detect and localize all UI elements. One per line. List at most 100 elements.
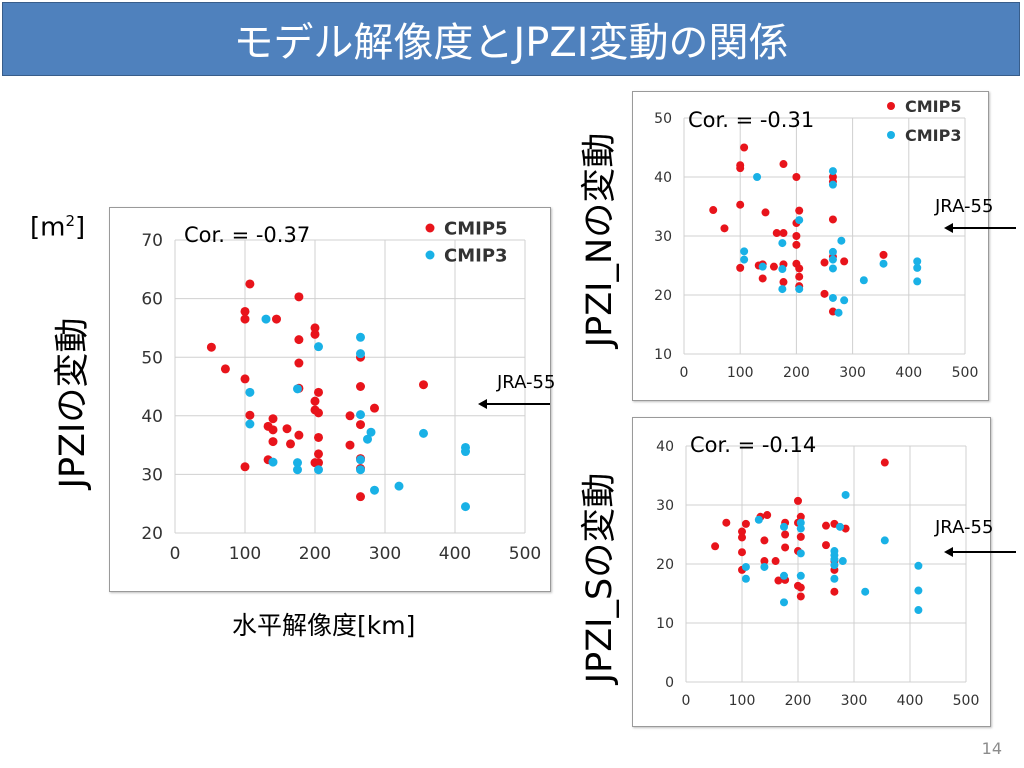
jpzi-point-cmip5 [310, 323, 320, 333]
jpzi_n-point-cmip5 [792, 232, 801, 240]
jpzi-point-cmip5 [272, 314, 281, 324]
jpzi_s-point-cmip5 [711, 542, 720, 551]
jpzi_n-point-cmip5 [879, 250, 888, 259]
jpzi_n-point-cmip3 [913, 277, 922, 286]
jpzi_s-x-tick-label: 100 [729, 693, 756, 709]
jpzi_n-y-tick-label: 10 [654, 347, 672, 363]
jpzi_s-x-tick-label: 400 [897, 693, 924, 709]
jpzi-legend-label-cmip3: CMIP3 [444, 245, 508, 266]
jpzi-point-cmip5 [419, 380, 428, 390]
jpzi_n-point-cmip5 [779, 160, 788, 169]
jpzi-x-tick-label: 0 [170, 544, 181, 564]
jpzi_s-point-cmip5 [774, 576, 783, 585]
jpzi_n-x-tick-label: 0 [680, 365, 689, 381]
jpzi-point-cmip5 [220, 364, 230, 374]
jpzi-point-cmip3 [293, 384, 302, 394]
jpzi_s-point-cmip3 [841, 490, 850, 499]
jpzi_s-point-cmip3 [830, 555, 839, 564]
jpzi_n-point-cmip5 [769, 262, 778, 271]
jpzi-point-cmip3 [370, 485, 379, 495]
jpzi_s-x-tick-label: 500 [953, 693, 980, 709]
page-number: 14 [981, 739, 1002, 758]
jpzi-point-cmip3 [314, 342, 323, 352]
jpzi_s-point-cmip3 [796, 524, 805, 533]
jpzi_s-correlation-label: Cor. = -0.14 [690, 433, 816, 457]
jpzi_n-point-cmip3 [913, 263, 922, 272]
x-axis-title: 水平解像度[km] [232, 611, 416, 640]
jpzi-point-cmip3 [366, 427, 376, 437]
jpzi_n-point-cmip5 [840, 257, 849, 266]
jpzi_n-point-cmip5 [779, 229, 788, 238]
jpzi-point-cmip3 [461, 447, 470, 457]
jpzi-n-chart: 0 100 200 300 400 500 10 20 30 40 50 Cor. = -0.31 CM… [632, 91, 989, 401]
jpzi_n-point-cmip3 [913, 257, 922, 266]
jpzi_n-legend-marker-cmip5 [887, 102, 895, 110]
jpzi-point-cmip5 [314, 432, 323, 442]
jpzi_n-point-cmip3 [795, 285, 804, 294]
jpzi-s-jra55-arrow [944, 547, 1016, 557]
jpzi_s-y-tick-label: 30 [656, 498, 674, 514]
jpzi_s-point-cmip5 [796, 583, 805, 592]
jpzi-n-jra55-arrow [944, 223, 1016, 233]
jpzi-chart: 0 100 200 300 400 500 20 30 40 50 60 70 Cor. = -0.37… [109, 207, 551, 592]
jpzi-x-tick-label: 100 [229, 544, 261, 564]
jpzi-x-tick-label: 200 [299, 544, 331, 564]
jpzi_n-point-cmip5 [761, 208, 770, 217]
jpzi_n-point-cmip3 [840, 296, 849, 305]
jpzi-point-cmip5 [282, 424, 292, 434]
jpzi_n-x-tick-label: 500 [952, 365, 979, 381]
jpzi_n-point-cmip5 [709, 206, 718, 215]
jpzi-point-cmip3 [245, 419, 255, 429]
jpzi-point-cmip5 [294, 292, 304, 302]
jpzi-correlation-label: Cor. = -0.37 [184, 223, 310, 247]
jpzi_n-y-tick-label: 50 [654, 111, 672, 127]
jpzi_s-point-cmip5 [781, 543, 790, 552]
jpzi-s-chart-svg: 0 100 200 300 400 500 0 10 20 30 40 Cor. = -0.14 [656, 433, 980, 709]
jpzi_n-point-cmip5 [795, 264, 804, 273]
jpzi_n-point-cmip3 [879, 259, 888, 268]
jpzi_s-point-cmip3 [880, 536, 889, 545]
jpzi_n-legend-label-cmip3: CMIP3 [905, 126, 961, 145]
jpzi_n-y-tick-label: 30 [654, 229, 672, 245]
jpzi-point-cmip5 [370, 403, 379, 413]
jpzi-point-cmip5 [268, 414, 278, 424]
jpzi_s-point-cmip3 [754, 515, 763, 524]
jpzi-s-jra55-label: JRA-55 [935, 517, 994, 538]
slide-title-bar: モデル解像度とJPZI変動の関係 [2, 2, 1020, 76]
jpzi-y-tick-label: 60 [141, 290, 163, 310]
jpzi_s-point-cmip5 [796, 532, 805, 541]
jpzi_s-point-cmip3 [780, 598, 788, 607]
jpzi-point-cmip5 [294, 335, 304, 345]
jpzi_n-y-tick-label: 20 [654, 288, 672, 304]
jpzi-y-tick-label: 50 [141, 348, 163, 368]
jpzi-point-cmip3 [356, 332, 365, 342]
jpzi_s-point-cmip5 [722, 518, 731, 527]
jpzi_n-point-cmip3 [828, 264, 837, 273]
jpzi_n-point-cmip3 [758, 262, 767, 271]
jpzi_n-point-cmip5 [792, 173, 801, 181]
jpzi_n-point-cmip3 [795, 216, 804, 225]
jpzi-point-cmip5 [240, 314, 250, 324]
jpzi_s-y-tick-label: 40 [656, 439, 674, 455]
jpzi-point-cmip3 [261, 314, 271, 324]
jpzi-y-tick-label: 70 [141, 231, 163, 251]
jpzi-point-cmip3 [419, 428, 428, 438]
jpzi_n-point-cmip3 [828, 247, 837, 256]
jpzi_n-point-cmip3 [837, 236, 846, 245]
jpzi_n-point-cmip5 [792, 240, 801, 249]
jpzi-point-cmip3 [461, 502, 470, 512]
slide-title: モデル解像度とJPZI変動の関係 [233, 20, 789, 66]
jpzi_s-point-cmip5 [822, 541, 830, 550]
jpzi_s-point-cmip3 [836, 522, 844, 531]
jpzi_n-point-cmip5 [736, 164, 745, 173]
jpzi_n-point-cmip5 [795, 206, 804, 215]
jpzi_n-point-cmip5 [736, 263, 745, 272]
jpzi_n-point-cmip3 [859, 276, 868, 285]
jpzi_s-point-cmip3 [760, 562, 769, 571]
jpzi-s-chart: 0 100 200 300 400 500 0 10 20 30 40 Cor. = -0.14 [632, 417, 991, 727]
jpzi-point-cmip5 [310, 396, 320, 406]
jpzi_n-legend-label-cmip5: CMIP5 [905, 97, 961, 116]
jpzi_s-x-tick-label: 200 [785, 693, 812, 709]
jpzi-point-cmip3 [268, 457, 278, 467]
jpzi-point-cmip3 [394, 481, 404, 491]
